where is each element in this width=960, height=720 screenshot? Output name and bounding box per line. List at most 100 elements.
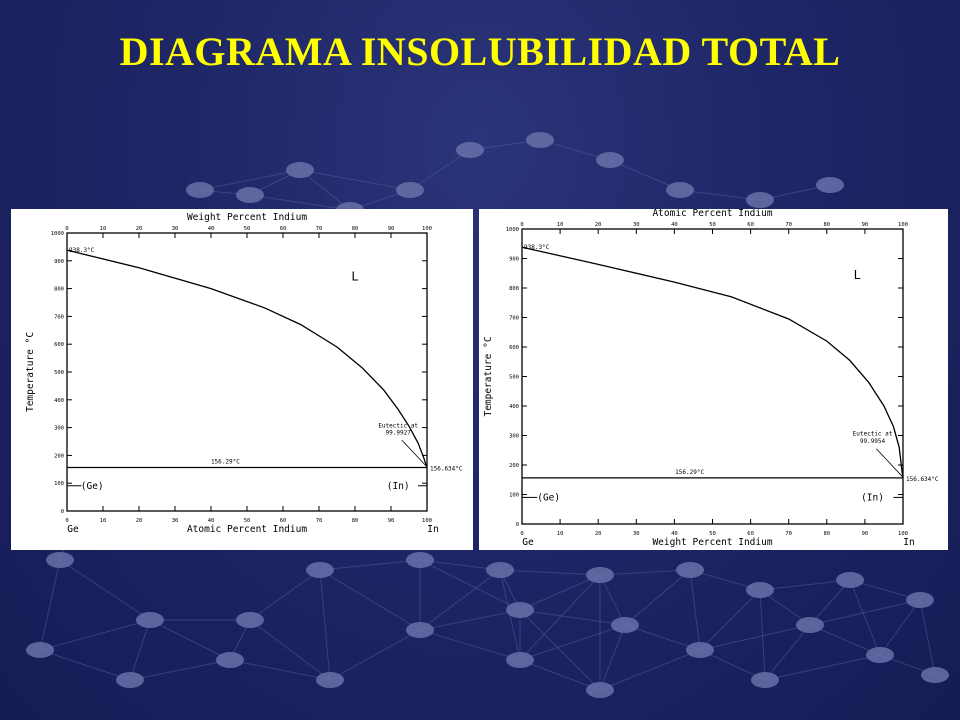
- background-link: [759, 579, 851, 591]
- x-tick-label: 20: [136, 518, 143, 524]
- y-tick-label: 800: [54, 287, 64, 293]
- top-tick-label: 40: [671, 222, 678, 228]
- y-tick-label: 700: [509, 316, 519, 322]
- background-link: [519, 609, 601, 691]
- top-tick-label: 20: [136, 226, 143, 232]
- background-link: [419, 629, 521, 661]
- top-tick-label: 100: [422, 226, 432, 232]
- background-link: [249, 569, 321, 621]
- x-end-label-in: In: [427, 524, 438, 535]
- y-axis-title: Temperature °C: [25, 332, 36, 412]
- background-node: [236, 612, 264, 628]
- background-node: [906, 592, 934, 608]
- background-node: [116, 672, 144, 688]
- annotation-label: 938.3°C: [69, 247, 95, 254]
- background-link: [699, 624, 811, 651]
- background-link: [299, 169, 411, 191]
- y-tick-label: 100: [54, 481, 64, 487]
- liquidus-line: [66, 249, 428, 468]
- x-tick-label: 50: [244, 518, 251, 524]
- background-node: [456, 142, 484, 158]
- background-link: [129, 659, 231, 681]
- background-node: [796, 617, 824, 633]
- annotation-label: 156.634°C: [906, 476, 939, 483]
- x-tick-label: 80: [823, 531, 830, 537]
- background-link: [499, 569, 601, 576]
- x-tick-label: 40: [208, 518, 215, 524]
- top-tick-label: 0: [520, 222, 523, 228]
- annotation-label: (Ge): [81, 481, 104, 492]
- background-node: [26, 642, 54, 658]
- y-tick-label: 500: [509, 375, 519, 381]
- top-tick-label: 50: [709, 222, 716, 228]
- x-axis-title: Atomic Percent Indium: [187, 524, 307, 535]
- background-node: [406, 622, 434, 638]
- y-tick-label: 900: [54, 259, 64, 265]
- top-tick-label: 100: [898, 222, 908, 228]
- background-node: [596, 152, 624, 168]
- top-tick-label: 80: [823, 222, 830, 228]
- background-node: [236, 187, 264, 203]
- background-node: [486, 562, 514, 578]
- top-tick-label: 90: [388, 226, 395, 232]
- y-tick-label: 500: [54, 370, 64, 376]
- top-tick-label: 50: [244, 226, 251, 232]
- y-tick-label: 400: [54, 398, 64, 404]
- y-tick-label: 700: [54, 314, 64, 320]
- background-link: [599, 624, 626, 691]
- background-link: [39, 619, 151, 651]
- x-tick-label: 60: [747, 531, 754, 537]
- top-tick-label: 10: [100, 226, 107, 232]
- y-tick-label: 100: [509, 493, 519, 499]
- x-tick-label: 0: [520, 531, 523, 537]
- top-tick-label: 40: [208, 226, 215, 232]
- background-node: [506, 602, 534, 618]
- background-link: [519, 659, 601, 691]
- top-tick-label: 80: [352, 226, 359, 232]
- background-node: [136, 612, 164, 628]
- x-tick-label: 30: [633, 531, 640, 537]
- background-link: [849, 579, 881, 656]
- x-end-label-ge: Ge: [522, 537, 534, 548]
- y-tick-label: 200: [54, 453, 64, 459]
- background-link: [519, 609, 626, 626]
- annotation-label: (Ge): [537, 492, 560, 503]
- background-link: [599, 649, 701, 691]
- background-link: [319, 569, 421, 631]
- background-node: [746, 582, 774, 598]
- x-tick-label: 70: [785, 531, 792, 537]
- x-tick-label: 50: [709, 531, 716, 537]
- background-node: [586, 682, 614, 698]
- background-link: [519, 624, 626, 661]
- background-link: [249, 619, 331, 681]
- y-tick-label: 1000: [51, 231, 64, 237]
- plot-frame: [521, 228, 904, 525]
- phase-diagram-right-svg: 0 10 20 30 40 50 60 70 80 90 1000 10 20 30 40 50 60 70 80 9…: [483, 208, 939, 548]
- x-end-label-ge: Ge: [67, 524, 79, 535]
- x-tick-label: 80: [352, 518, 359, 524]
- background-link: [879, 599, 921, 656]
- phase-diagram-left-svg: 0 10 20 30 40 50 60 70 80 90 1000 10 20 30 40 50 60 70 80 9…: [25, 212, 463, 535]
- background-link: [419, 609, 521, 631]
- annotation-label: (In): [861, 492, 884, 503]
- background-node: [186, 182, 214, 198]
- background-link: [689, 569, 701, 651]
- annotation-label: 156.29°C: [211, 459, 240, 466]
- top-tick-label: 10: [557, 222, 564, 228]
- y-tick-label: 400: [509, 404, 519, 410]
- background-node: [676, 562, 704, 578]
- background-link: [809, 624, 881, 656]
- annotation-label: 156.29°C: [675, 469, 704, 476]
- background-node: [46, 552, 74, 568]
- background-node: [751, 672, 779, 688]
- x-tick-label: 100: [898, 531, 908, 537]
- background-node: [396, 182, 424, 198]
- x-tick-label: 90: [388, 518, 395, 524]
- y-tick-label: 200: [509, 463, 519, 469]
- background-node: [746, 192, 774, 208]
- top-tick-label: 30: [172, 226, 179, 232]
- x-tick-label: 60: [280, 518, 287, 524]
- background-node: [586, 567, 614, 583]
- annotation-label: (In): [387, 481, 410, 492]
- background-link: [149, 619, 231, 661]
